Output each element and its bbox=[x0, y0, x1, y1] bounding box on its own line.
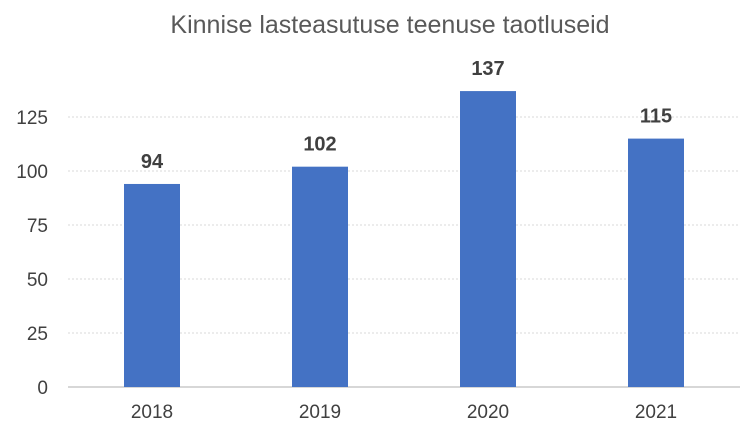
y-tick-label: 25 bbox=[27, 324, 48, 345]
data-label: 94 bbox=[141, 151, 164, 173]
y-tick-label: 125 bbox=[16, 108, 48, 129]
y-tick-label: 75 bbox=[27, 216, 48, 237]
bar-2021 bbox=[628, 138, 684, 387]
data-labels: 94 102 137 115 bbox=[141, 58, 672, 173]
x-tick-label: 2020 bbox=[467, 402, 509, 423]
x-axis-ticks: 2018 2019 2020 2021 bbox=[131, 402, 677, 423]
y-axis-ticks: 0 25 50 75 100 125 bbox=[16, 108, 48, 399]
y-tick-label: 100 bbox=[16, 162, 48, 183]
x-tick-label: 2019 bbox=[299, 402, 341, 423]
data-label: 137 bbox=[471, 58, 504, 80]
chart-title: Kinnise lasteasutuse teenuse taotluseid bbox=[170, 11, 609, 39]
bar-2020 bbox=[460, 91, 516, 387]
bars bbox=[124, 91, 684, 387]
x-tick-label: 2021 bbox=[635, 402, 677, 423]
bar-2018 bbox=[124, 183, 180, 387]
data-label: 115 bbox=[640, 106, 672, 128]
bar-2019 bbox=[292, 166, 348, 387]
x-tick-label: 2018 bbox=[131, 402, 173, 423]
data-label: 102 bbox=[303, 134, 336, 156]
y-tick-label: 50 bbox=[27, 270, 48, 291]
y-tick-label: 0 bbox=[37, 378, 48, 399]
